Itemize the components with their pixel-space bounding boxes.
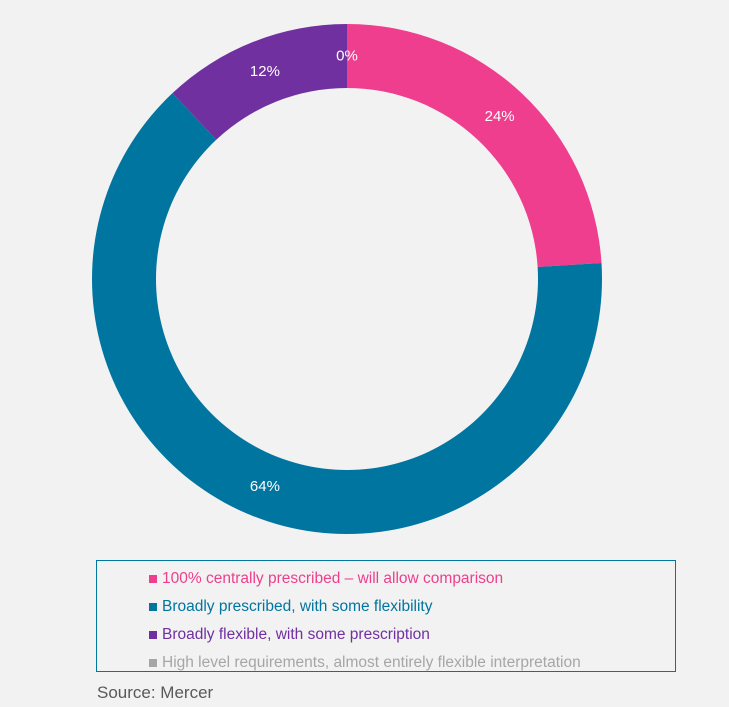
- donut-labels: 24% 64% 12% 0%: [250, 48, 515, 495]
- legend-swatch-icon: [149, 659, 157, 667]
- donut-slice-2: [172, 24, 347, 140]
- slice-value-label-3: 0%: [336, 48, 358, 65]
- slice-value-label-2: 12%: [250, 63, 280, 80]
- legend-item-0: 100% centrally prescribed – will allow c…: [149, 565, 675, 593]
- donut-slice-1: [91, 93, 602, 534]
- donut-chart: 24% 64% 12% 0%: [91, 24, 602, 534]
- legend-label: High level requirements, almost entirely…: [162, 654, 581, 671]
- donut-slice-0: [347, 24, 602, 268]
- legend-swatch-icon: [149, 603, 157, 611]
- legend-label: Broadly flexible, with some prescription: [162, 626, 430, 643]
- slice-value-label-1: 64%: [250, 478, 280, 495]
- legend-item-1: Broadly prescribed, with some flexibilit…: [149, 593, 675, 621]
- legend-label: 100% centrally prescribed – will allow c…: [162, 570, 504, 587]
- legend: 100% centrally prescribed – will allow c…: [96, 560, 676, 672]
- slice-value-label-0: 24%: [485, 108, 515, 125]
- legend-label: Broadly prescribed, with some flexibilit…: [162, 598, 433, 615]
- donut-slices: [91, 24, 602, 534]
- legend-item-3: High level requirements, almost entirely…: [149, 649, 675, 677]
- source-note: Source: Mercer: [97, 683, 214, 702]
- legend-swatch-icon: [149, 631, 157, 639]
- legend-item-2: Broadly flexible, with some prescription: [149, 621, 675, 649]
- legend-swatch-icon: [149, 575, 157, 583]
